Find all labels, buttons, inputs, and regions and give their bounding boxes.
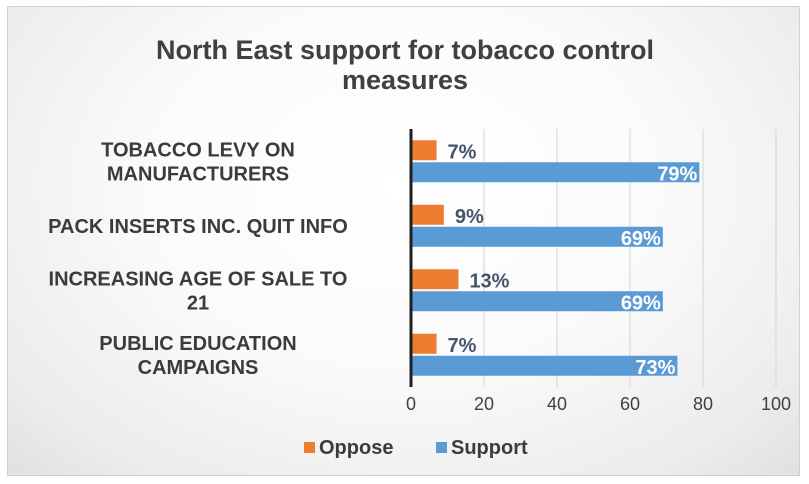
- category-label: MANUFACTURERS: [107, 163, 289, 185]
- x-tick-label: 0: [406, 394, 416, 414]
- bar-chart: North East support for tobacco controlme…: [48, 35, 791, 459]
- data-label-oppose: 9%: [455, 206, 484, 228]
- chart-title-line: North East support for tobacco control: [156, 35, 654, 65]
- category-label: PACK INSERTS INC. QUIT INFO: [48, 216, 348, 238]
- chart-title: North East support for tobacco controlme…: [156, 35, 654, 95]
- data-label-support: 69%: [621, 292, 661, 314]
- bar-oppose: [411, 269, 459, 290]
- category-label: 21: [187, 292, 209, 314]
- x-tick-label: 60: [620, 394, 640, 414]
- legend-swatch: [436, 442, 447, 453]
- data-label-support: 69%: [621, 228, 661, 250]
- bar-oppose: [411, 204, 444, 225]
- bar-support: [411, 226, 663, 247]
- x-tick-label: 40: [547, 394, 567, 414]
- chart-frame: North East support for tobacco control me…: [7, 6, 800, 476]
- data-label-oppose: 7%: [448, 141, 477, 163]
- x-tick-label: 100: [761, 394, 791, 414]
- legend[interactable]: Oppose Support: [304, 437, 528, 459]
- x-tick-label: 20: [474, 394, 494, 414]
- bar-oppose: [411, 333, 437, 354]
- data-label-oppose: 13%: [469, 270, 509, 292]
- data-label-support: 73%: [635, 357, 675, 379]
- category-label: TOBACCO LEVY ON: [101, 139, 295, 161]
- legend-swatch: [304, 442, 315, 453]
- data-label-oppose: 7%: [448, 335, 477, 357]
- category-label: INCREASING AGE OF SALE TO: [49, 268, 348, 290]
- bars: 7% 79% 9% 69% 13% 69% 7% 73%: [411, 140, 700, 379]
- x-tick-label: 80: [693, 394, 713, 414]
- bar-support: [411, 291, 663, 312]
- bar-oppose: [411, 140, 437, 161]
- category-label: PUBLIC EDUCATION: [99, 333, 296, 355]
- value-axis: 0 20 40 60 80 100: [406, 129, 791, 414]
- bar-support: [411, 162, 700, 183]
- bar-support: [411, 355, 678, 376]
- data-label-support: 79%: [657, 163, 697, 185]
- chart-title-line: measures: [342, 65, 468, 95]
- legend-label: Oppose: [319, 437, 393, 459]
- legend-label: Support: [451, 437, 528, 459]
- category-label: CAMPAIGNS: [138, 357, 259, 379]
